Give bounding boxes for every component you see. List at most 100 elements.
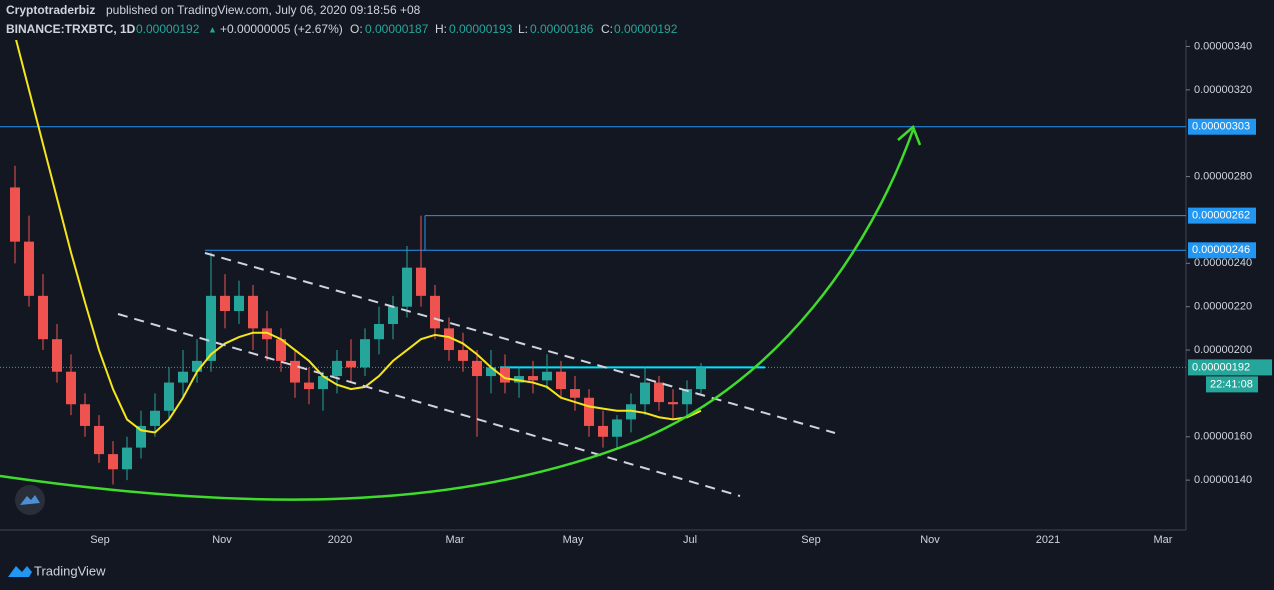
candle-body xyxy=(276,339,286,361)
c: 0.00000192 xyxy=(614,22,678,36)
y-tick-label: 0.00000160 xyxy=(1194,431,1252,443)
x-tick-label: May xyxy=(563,534,584,546)
candle-body xyxy=(626,404,636,420)
candle-body xyxy=(346,360,356,368)
candle-body xyxy=(360,339,370,368)
y-tick-label: 0.00000280 xyxy=(1194,170,1252,182)
level-badge xyxy=(1188,242,1256,259)
level-label: 0.00000262 xyxy=(1192,210,1250,222)
candle-body xyxy=(472,360,482,377)
candle-body xyxy=(402,267,412,307)
candle-body xyxy=(304,382,314,390)
candle-body xyxy=(220,295,230,312)
channel-lower xyxy=(117,313,741,497)
candle-body xyxy=(52,339,62,372)
candle-body xyxy=(486,367,496,377)
footer-logo: TradingView xyxy=(8,563,106,578)
x-tick-label: 2020 xyxy=(328,534,352,546)
candle-body xyxy=(248,295,258,329)
candle-body xyxy=(94,425,104,455)
candle-body xyxy=(80,404,90,426)
candle-body xyxy=(598,425,608,437)
candle-body xyxy=(584,397,594,426)
arrow-head xyxy=(897,124,922,146)
c-label: C: xyxy=(601,22,613,36)
candle-body xyxy=(556,371,566,390)
plot: 0.00000340 0.00000320 0.00000280 0.00000240… xyxy=(0,40,1272,546)
candle-body xyxy=(528,376,538,381)
candle-body xyxy=(542,371,552,381)
candle-body xyxy=(150,410,160,426)
candle-body xyxy=(682,389,692,405)
watermark-icon xyxy=(15,485,45,515)
arrow: ▲ xyxy=(208,24,217,34)
candle-body xyxy=(290,360,300,383)
candle-body xyxy=(38,295,48,340)
x-tick-label: Jul xyxy=(683,534,697,546)
candle-body xyxy=(108,454,118,470)
x-tick-label: Sep xyxy=(801,534,821,546)
o: 0.00000187 xyxy=(365,22,429,36)
candle-body xyxy=(318,376,328,390)
x-tick-label: Mar xyxy=(446,534,465,546)
candle-body xyxy=(66,371,76,405)
last: 0.00000192 xyxy=(136,22,200,36)
candle-body xyxy=(10,187,20,242)
symbol: BINANCE:TRXBTC, 1D xyxy=(6,22,136,36)
candle-body xyxy=(136,425,146,448)
h-label: H: xyxy=(435,22,447,36)
candle-body xyxy=(514,376,524,383)
candle-body xyxy=(444,328,454,351)
l-label: L: xyxy=(518,22,528,36)
ohlc-line: BINANCE:TRXBTC, 1D 0.00000192 ▲ +0.00000… xyxy=(6,22,678,36)
y-tick-label: 0.00000340 xyxy=(1194,40,1252,52)
level-label: 0.00000246 xyxy=(1192,244,1250,256)
y-tick-label: 0.00000200 xyxy=(1194,344,1252,356)
level-badge xyxy=(1188,118,1256,135)
last-price-badge xyxy=(1188,359,1272,376)
candle-body xyxy=(416,267,426,296)
candle-body xyxy=(206,295,216,361)
candle-body xyxy=(332,360,342,377)
y-tick-label: 0.00000320 xyxy=(1194,84,1252,96)
x-tick-label: Mar xyxy=(1154,534,1173,546)
o-label: O: xyxy=(350,22,363,36)
candle-body xyxy=(430,295,440,329)
x-tick-label: 2021 xyxy=(1036,534,1060,546)
channel-upper xyxy=(204,252,836,434)
candle-body xyxy=(500,367,510,383)
x-tick-label: Nov xyxy=(920,534,940,546)
candle-body xyxy=(178,371,188,383)
candle-body xyxy=(192,360,202,372)
level-label: 0.00000303 xyxy=(1192,121,1250,133)
candle-body xyxy=(654,382,664,403)
logo-icon xyxy=(8,566,32,577)
candle-body xyxy=(164,382,174,411)
h: 0.00000193 xyxy=(449,22,513,36)
candle-body xyxy=(234,295,244,312)
candle-body xyxy=(374,324,384,340)
growth-curve xyxy=(0,129,915,501)
y-tick-label: 0.00000220 xyxy=(1194,301,1252,313)
moving-average xyxy=(15,40,702,434)
series xyxy=(10,40,706,485)
change: +0.00000005 (+2.67%) xyxy=(220,22,343,36)
last-price-label: 0.00000192 xyxy=(1192,361,1250,373)
y-tick-label: 0.00000240 xyxy=(1194,257,1252,269)
l: 0.00000186 xyxy=(530,22,594,36)
y-tick-label: 0.00000140 xyxy=(1194,474,1252,486)
x-tick-label: Sep xyxy=(90,534,110,546)
candle-body xyxy=(696,367,706,390)
candle-body xyxy=(458,350,468,361)
candle-body xyxy=(388,306,398,325)
candle-body xyxy=(640,382,650,405)
candle-body xyxy=(122,447,132,470)
countdown-badge xyxy=(1206,376,1258,393)
author: Cryptotraderbiz xyxy=(6,3,95,17)
candle-body xyxy=(570,389,580,398)
brand: TradingView xyxy=(34,563,106,578)
level-badge xyxy=(1188,207,1256,224)
published: published on TradingView.com, July 06, 2… xyxy=(106,3,421,17)
